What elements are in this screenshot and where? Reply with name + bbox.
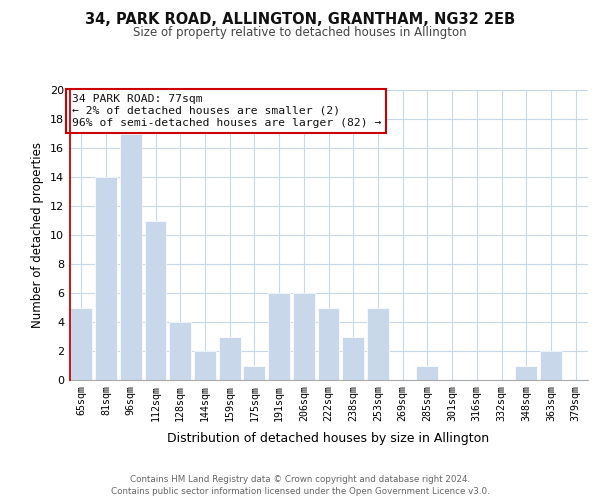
Text: Contains public sector information licensed under the Open Government Licence v3: Contains public sector information licen…: [110, 487, 490, 496]
Text: Size of property relative to detached houses in Allington: Size of property relative to detached ho…: [133, 26, 467, 39]
Bar: [515, 366, 537, 380]
Bar: [540, 351, 562, 380]
Bar: [219, 336, 241, 380]
Bar: [70, 308, 92, 380]
Text: 34, PARK ROAD, ALLINGTON, GRANTHAM, NG32 2EB: 34, PARK ROAD, ALLINGTON, GRANTHAM, NG32…: [85, 12, 515, 28]
Y-axis label: Number of detached properties: Number of detached properties: [31, 142, 44, 328]
Text: Contains HM Land Registry data © Crown copyright and database right 2024.: Contains HM Land Registry data © Crown c…: [130, 475, 470, 484]
Bar: [95, 177, 117, 380]
Bar: [268, 293, 290, 380]
X-axis label: Distribution of detached houses by size in Allington: Distribution of detached houses by size …: [167, 432, 490, 445]
Bar: [169, 322, 191, 380]
Bar: [367, 308, 389, 380]
Bar: [194, 351, 216, 380]
Bar: [120, 134, 142, 380]
Bar: [244, 366, 265, 380]
Text: 34 PARK ROAD: 77sqm
← 2% of detached houses are smaller (2)
96% of semi-detached: 34 PARK ROAD: 77sqm ← 2% of detached hou…: [71, 94, 381, 128]
Bar: [145, 220, 166, 380]
Bar: [293, 293, 314, 380]
Bar: [416, 366, 438, 380]
Bar: [317, 308, 340, 380]
Bar: [343, 336, 364, 380]
